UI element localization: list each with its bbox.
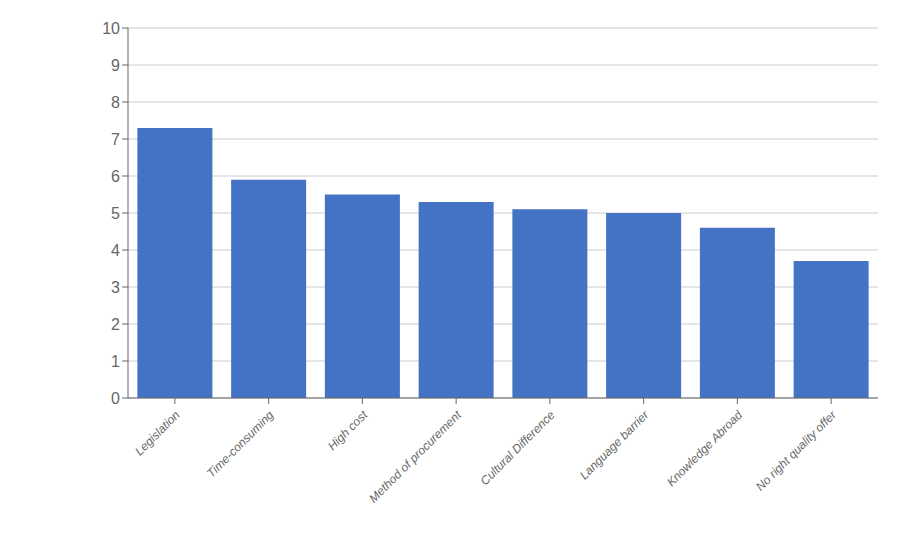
- svg-text:7: 7: [111, 131, 120, 148]
- svg-text:High cost: High cost: [325, 407, 371, 453]
- svg-text:Language barrier: Language barrier: [577, 407, 652, 482]
- svg-text:9: 9: [111, 57, 120, 74]
- svg-text:No right quality offer: No right quality offer: [753, 407, 840, 494]
- svg-text:3: 3: [111, 279, 120, 296]
- svg-text:10: 10: [102, 20, 120, 37]
- svg-text:0: 0: [111, 390, 120, 407]
- svg-text:1: 1: [111, 353, 120, 370]
- svg-text:Method of procurement: Method of procurement: [366, 407, 464, 505]
- svg-text:5: 5: [111, 205, 120, 222]
- svg-text:Time-consuming: Time-consuming: [204, 408, 277, 481]
- svg-text:Cultural Difference: Cultural Difference: [477, 408, 557, 488]
- svg-text:Knowledge Abroad: Knowledge Abroad: [664, 408, 746, 490]
- svg-text:2: 2: [111, 316, 120, 333]
- svg-text:6: 6: [111, 168, 120, 185]
- svg-text:8: 8: [111, 94, 120, 111]
- svg-text:4: 4: [111, 242, 120, 259]
- svg-text:Legislation: Legislation: [132, 408, 183, 459]
